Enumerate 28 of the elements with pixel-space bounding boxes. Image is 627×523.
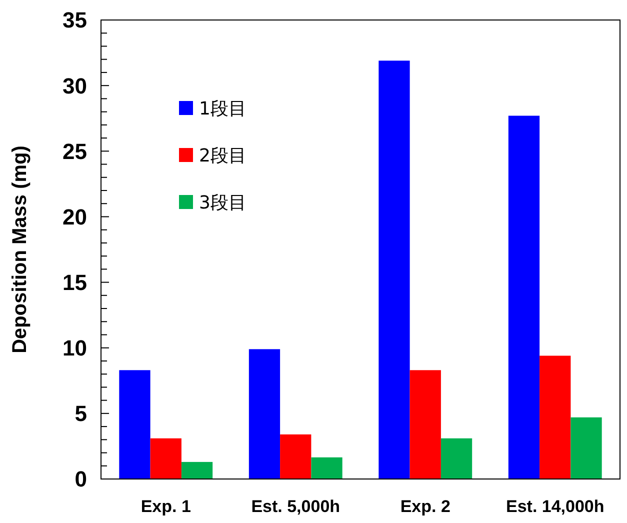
x-tick-label: Exp. 2	[400, 497, 450, 516]
y-tick-label: 0	[74, 466, 87, 492]
legend-label: 3段目	[199, 192, 246, 214]
bar	[119, 370, 150, 479]
x-tick-label: Exp. 1	[140, 497, 191, 516]
legend-label: 2段目	[199, 145, 246, 166]
bar	[508, 116, 540, 479]
y-tick-label: 10	[62, 336, 87, 361]
bar	[378, 60, 410, 479]
bar	[311, 457, 342, 479]
legend-label: 1段目	[199, 98, 246, 120]
bar	[570, 417, 602, 479]
x-tick-label: Est. 5,000h	[251, 497, 340, 516]
bar	[181, 462, 213, 479]
y-tick-label: 25	[62, 138, 87, 164]
x-tick-label: Est. 14,000h	[506, 497, 604, 516]
bar	[150, 438, 182, 479]
bar	[410, 370, 441, 479]
bar	[440, 438, 472, 479]
bar	[248, 349, 280, 479]
y-tick-label: 30	[62, 73, 87, 98]
bar	[540, 356, 571, 479]
y-axis-title: Deposition Mass (mg)	[9, 146, 31, 354]
bar	[280, 434, 312, 479]
y-tick-label: 35	[62, 8, 87, 33]
y-tick-label: 5	[74, 401, 87, 426]
y-tick-label: 20	[62, 204, 87, 230]
y-tick-label: 15	[62, 270, 87, 295]
